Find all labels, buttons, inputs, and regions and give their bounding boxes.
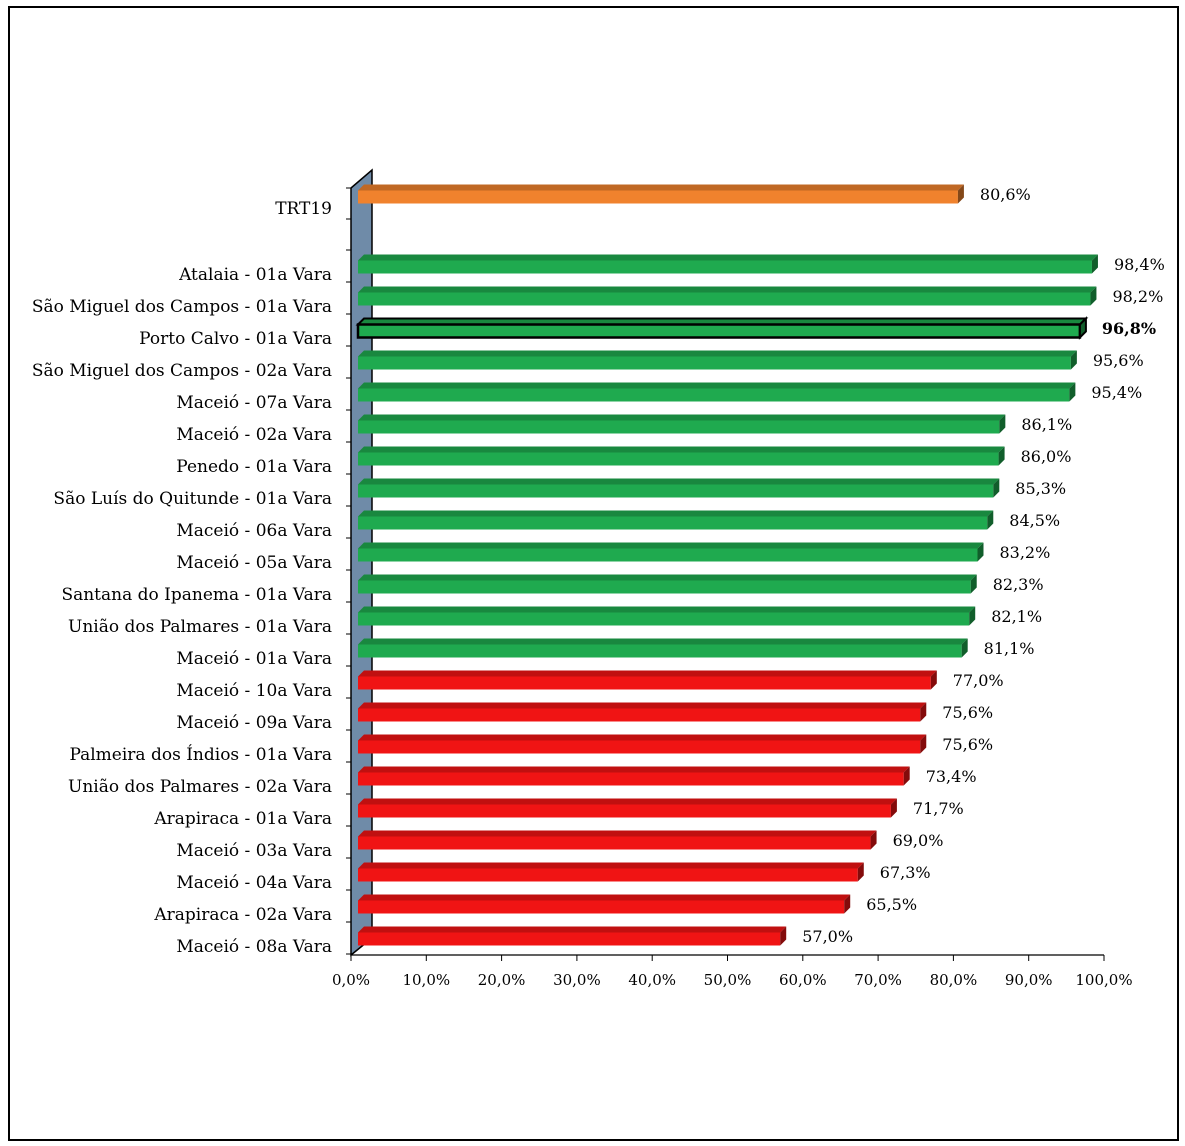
- data-label: 82,3%: [993, 575, 1044, 594]
- x-tick-label: 100,0%: [1075, 971, 1132, 989]
- data-label: 96,8%: [1102, 319, 1156, 338]
- category-label: Maceió - 10a Vara: [176, 681, 332, 701]
- category-label: União dos Palmares - 02a Vara: [68, 777, 332, 797]
- x-tick-label: 90,0%: [1005, 971, 1053, 989]
- category-label: Porto Calvo - 01a Vara: [139, 329, 332, 349]
- bar-row: [358, 286, 1097, 306]
- category-label: TRT19: [275, 199, 332, 219]
- data-label: 86,0%: [1021, 447, 1072, 466]
- bar-row: [358, 414, 1006, 434]
- category-label: Maceió - 09a Vara: [176, 713, 332, 733]
- data-label: 67,3%: [880, 863, 931, 882]
- category-label: Maceió - 07a Vara: [176, 393, 332, 413]
- category-label: São Luís do Quitunde - 01a Vara: [53, 489, 332, 509]
- data-label: 83,2%: [999, 543, 1050, 562]
- category-label: Palmeira dos Índios - 01a Vara: [69, 744, 332, 765]
- category-label: Maceió - 01a Vara: [176, 649, 332, 669]
- x-tick-label: 40,0%: [628, 971, 676, 989]
- bar-row: [358, 766, 910, 786]
- x-tick-label: 60,0%: [779, 971, 827, 989]
- bar-row: [358, 510, 994, 530]
- data-label: 95,6%: [1093, 351, 1144, 370]
- data-label: 69,0%: [893, 831, 944, 850]
- x-tick-label: 10,0%: [402, 971, 450, 989]
- data-label: 57,0%: [802, 927, 853, 946]
- bar-row: [358, 926, 787, 946]
- category-label: São Miguel dos Campos - 01a Vara: [32, 297, 332, 317]
- bar-row: [355, 316, 1089, 340]
- data-label: 73,4%: [926, 767, 977, 786]
- category-label: Maceió - 04a Vara: [176, 873, 332, 893]
- category-label: Atalaia - 01a Vara: [178, 265, 332, 285]
- x-tick-label: 80,0%: [930, 971, 978, 989]
- bar-row: [358, 350, 1077, 370]
- x-tick-label: 0,0%: [332, 971, 370, 989]
- data-label: 77,0%: [953, 671, 1004, 690]
- data-label: 98,2%: [1112, 287, 1163, 306]
- bar-row: [358, 862, 864, 882]
- data-label: 80,6%: [980, 185, 1031, 204]
- data-label: 85,3%: [1015, 479, 1066, 498]
- bar-row: [358, 798, 897, 818]
- bar-row: [358, 478, 1000, 498]
- data-label: 82,1%: [991, 607, 1042, 626]
- x-tick-label: 20,0%: [478, 971, 526, 989]
- bar-row: [358, 542, 984, 562]
- data-label: 98,4%: [1114, 255, 1165, 274]
- category-label: Maceió - 06a Vara: [176, 521, 332, 541]
- bar-row: [358, 446, 1005, 466]
- bar-row: [358, 670, 937, 690]
- data-label: 71,7%: [913, 799, 964, 818]
- bar-row: [358, 734, 927, 754]
- bar-row: [358, 702, 927, 722]
- category-label: Arapiraca - 01a Vara: [153, 809, 332, 829]
- category-label: Maceió - 03a Vara: [176, 841, 332, 861]
- category-label: Maceió - 05a Vara: [176, 553, 332, 573]
- bar-row: [358, 382, 1076, 402]
- bar-row: [358, 606, 976, 626]
- data-label: 95,4%: [1091, 383, 1142, 402]
- bar-row: [358, 894, 851, 914]
- data-label: 75,6%: [942, 735, 993, 754]
- data-label: 84,5%: [1009, 511, 1060, 530]
- bar-row: [358, 254, 1098, 274]
- x-tick-label: 30,0%: [553, 971, 601, 989]
- data-label: 65,5%: [866, 895, 917, 914]
- category-label: Arapiraca - 02a Vara: [153, 905, 332, 925]
- x-tick-label: 70,0%: [854, 971, 902, 989]
- category-label: Santana do Ipanema - 01a Vara: [61, 585, 332, 605]
- bar-row: [358, 830, 877, 850]
- bar-row: [358, 638, 968, 658]
- data-label: 75,6%: [942, 703, 993, 722]
- data-label: 86,1%: [1021, 415, 1072, 434]
- bar-reference: [358, 184, 964, 204]
- category-label: União dos Palmares - 01a Vara: [68, 617, 332, 637]
- category-label: Maceió - 02a Vara: [176, 425, 332, 445]
- category-label: Maceió - 08a Vara: [176, 937, 332, 957]
- bar-row: [358, 574, 977, 594]
- data-label: 81,1%: [984, 639, 1035, 658]
- x-tick-label: 50,0%: [704, 971, 752, 989]
- category-label: São Miguel dos Campos - 02a Vara: [32, 361, 332, 381]
- category-label: Penedo - 01a Vara: [176, 457, 332, 477]
